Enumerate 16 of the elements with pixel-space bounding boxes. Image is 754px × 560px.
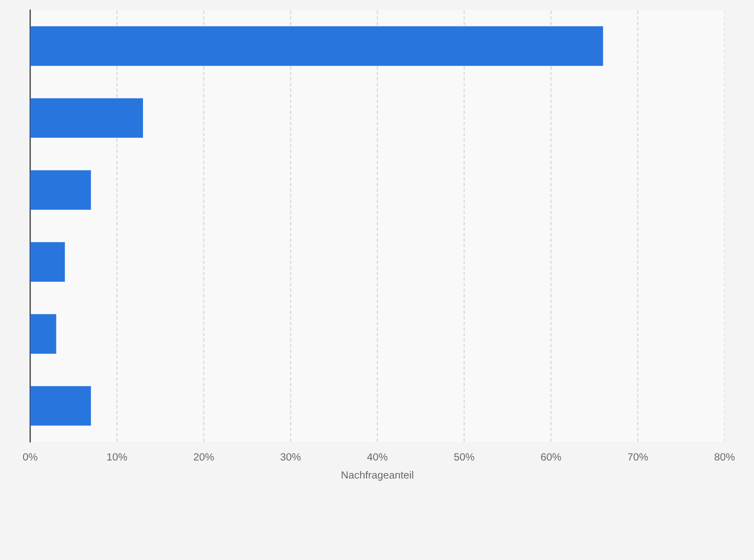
x-tick-label: 70%: [628, 453, 648, 461]
x-tick-label: 0%: [23, 453, 38, 461]
x-tick-label: 80%: [714, 453, 735, 461]
bar: [30, 242, 65, 282]
x-tick-label: 30%: [280, 453, 301, 461]
bar: [30, 386, 91, 426]
x-tick-label: 20%: [194, 453, 214, 461]
x-tick-label: 50%: [454, 453, 474, 461]
x-tick-label: 10%: [107, 453, 128, 461]
bar: [30, 26, 604, 66]
x-tick-label: 60%: [541, 453, 562, 461]
x-axis-title: Nachfrageanteil: [342, 470, 414, 481]
bar: [30, 170, 91, 210]
x-tick-label: 40%: [367, 453, 388, 461]
bar: [30, 98, 144, 138]
bar: [30, 314, 56, 354]
